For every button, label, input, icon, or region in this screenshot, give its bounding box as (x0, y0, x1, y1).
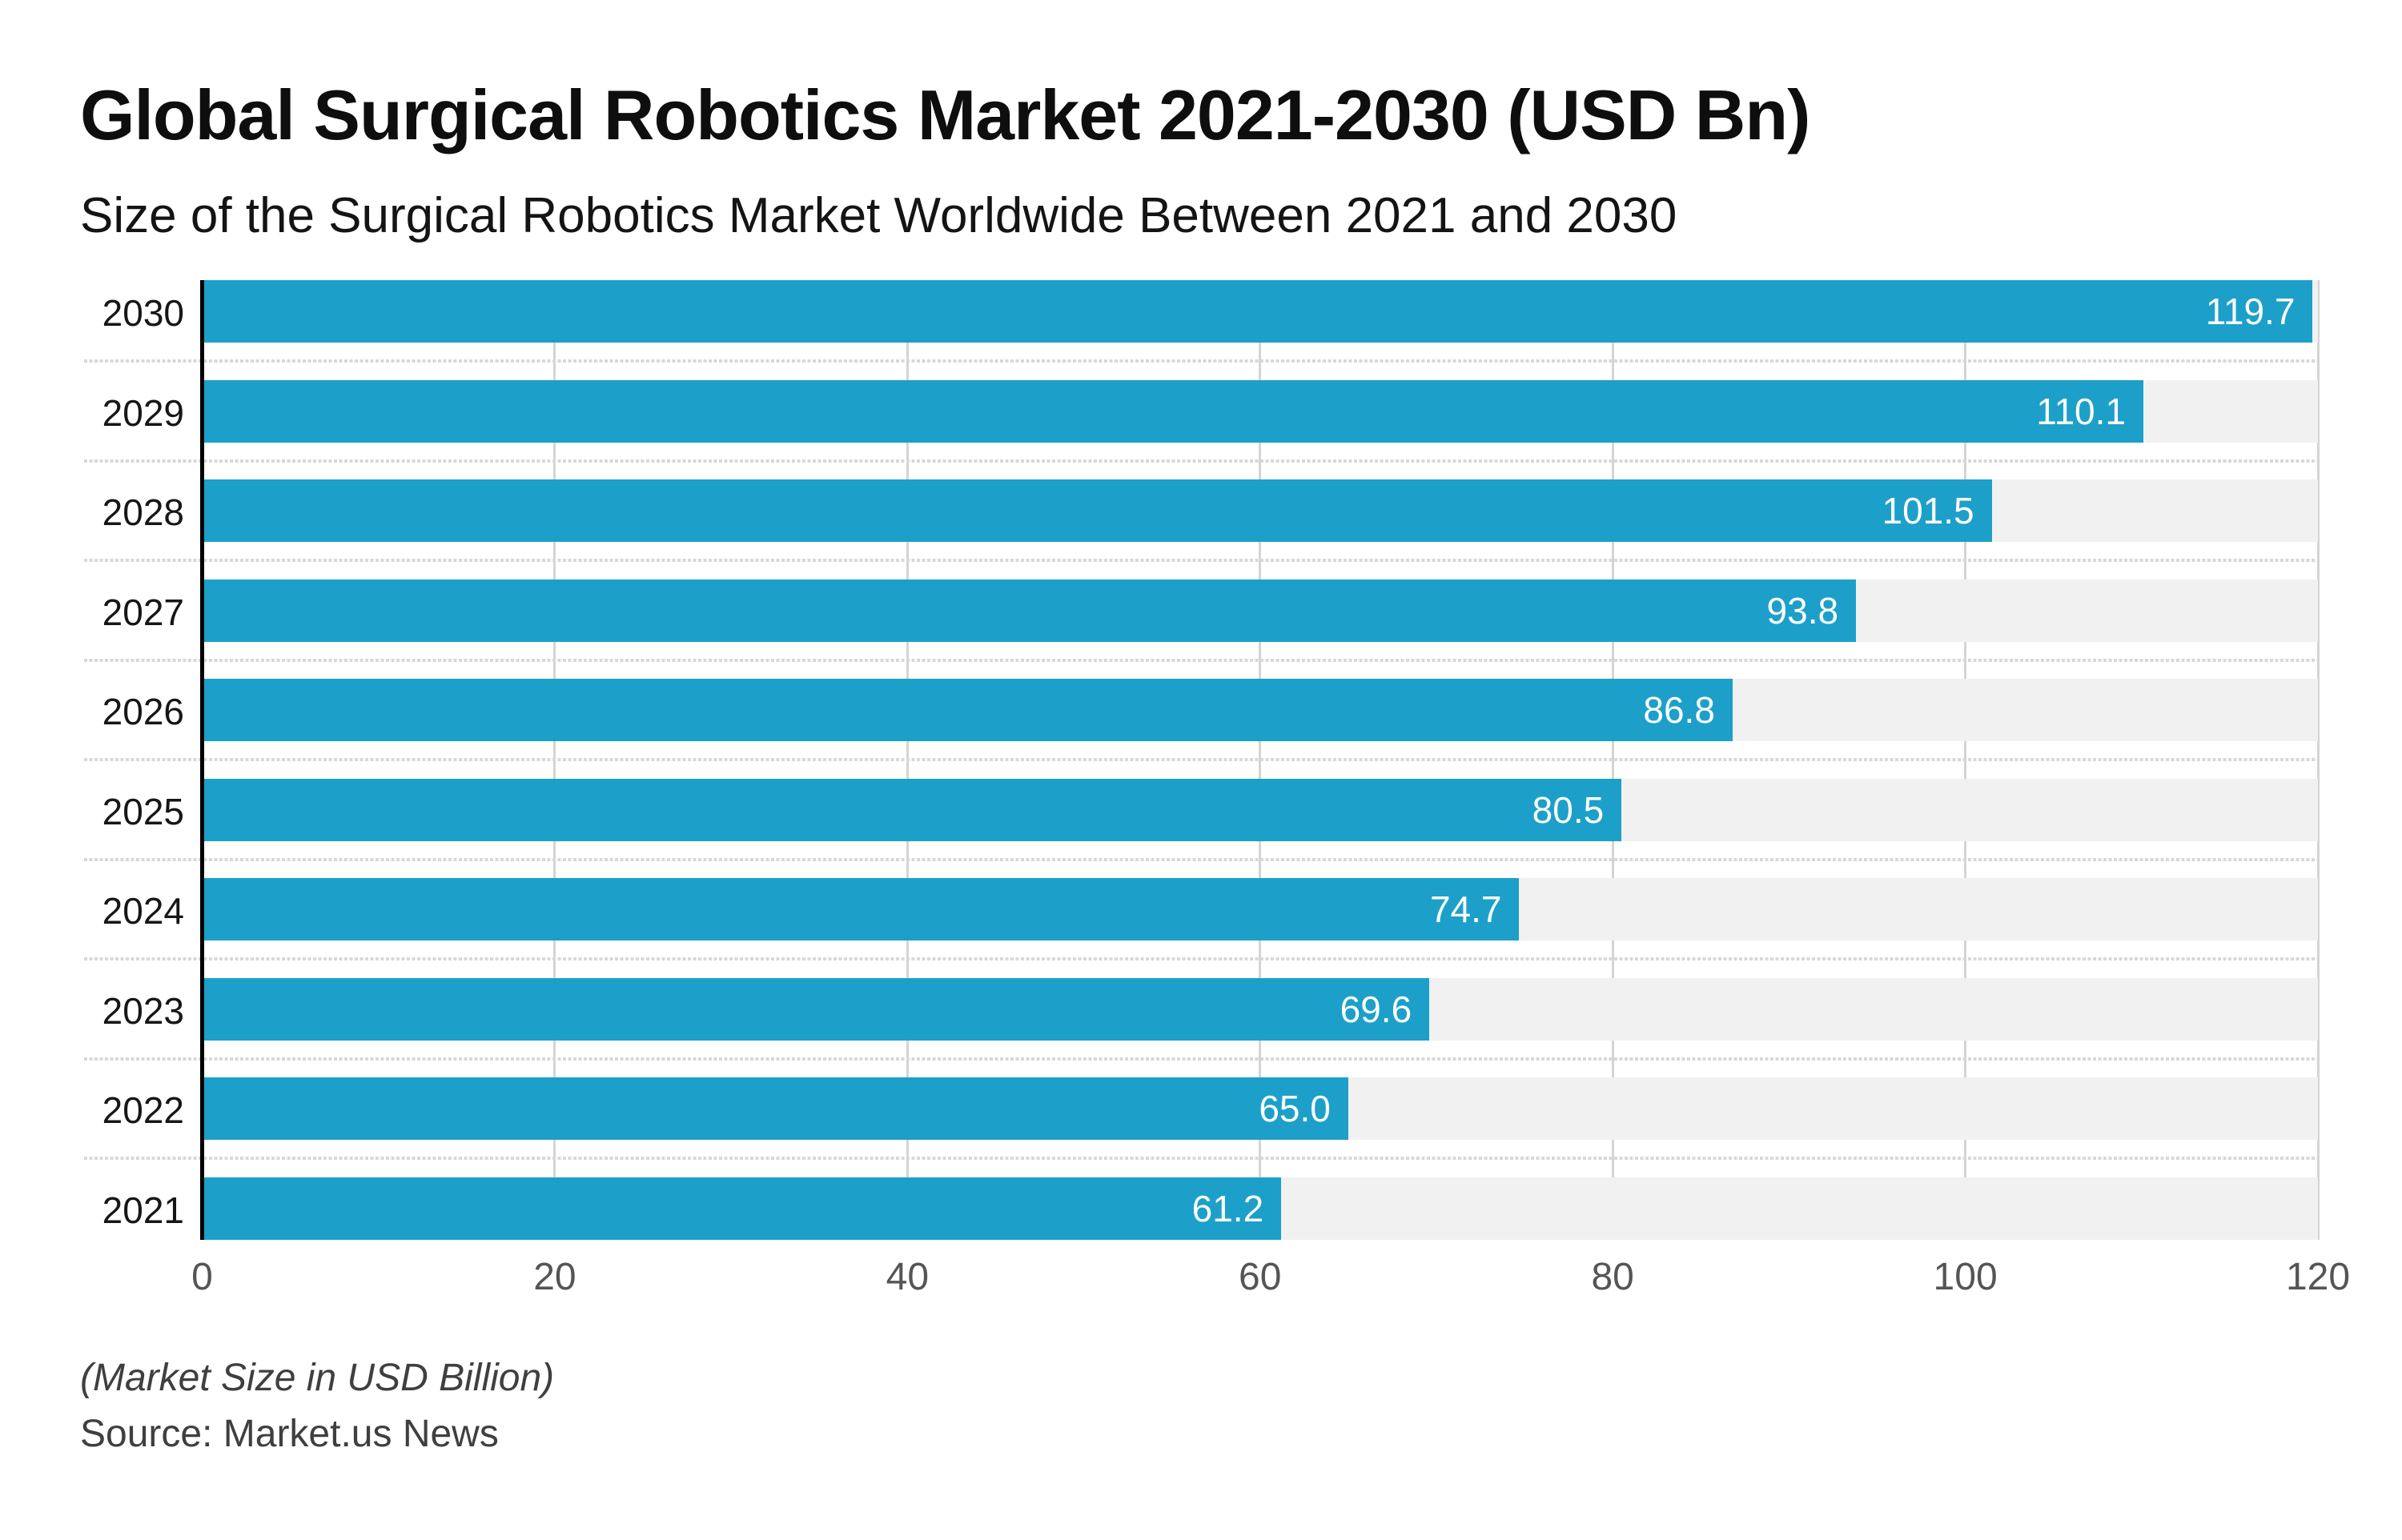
bar-value-label: 74.7 (1429, 888, 1502, 930)
row-separator (84, 758, 2319, 762)
x-tick-label-0: 0 (191, 1256, 213, 1298)
row-separator (84, 957, 2319, 961)
row-separator (84, 559, 2319, 563)
bar-value-label: 86.8 (1643, 689, 1715, 731)
bar-2022: 65.0 (202, 1077, 1348, 1140)
source-credit: Source: Market.us News (80, 1413, 499, 1455)
bar-2026: 86.8 (202, 679, 1733, 741)
x-tick-label-120: 120 (2285, 1256, 2351, 1298)
row-separator (84, 658, 2319, 662)
bar-value-label: 61.2 (1191, 1187, 1264, 1229)
category-label-2022: 2022 (102, 1089, 184, 1131)
x-tick-label-20: 20 (533, 1256, 576, 1298)
bar-value-label: 101.5 (1882, 490, 1974, 531)
bar-2030: 119.7 (202, 280, 2313, 343)
category-label-2024: 2024 (102, 890, 184, 932)
row-separator (84, 359, 2319, 363)
bar-value-label: 110.1 (2036, 390, 2126, 432)
bar-2029: 110.1 (202, 379, 2143, 443)
bar-2027: 93.8 (202, 579, 1857, 642)
category-label-2025: 2025 (102, 790, 184, 832)
category-label-2027: 2027 (102, 591, 184, 633)
bar-2028: 101.5 (202, 479, 1992, 542)
chart-subtitle: Size of the Surgical Robotics Market Wor… (80, 188, 1677, 243)
row-separator (84, 459, 2319, 463)
row-separator (84, 1057, 2319, 1061)
category-label-2021: 2021 (102, 1189, 184, 1231)
gridline-x-120 (2316, 280, 2320, 1240)
axis-units-note: (Market Size in USD Billion) (80, 1357, 555, 1399)
row-separator (84, 1157, 2319, 1161)
x-tick-label-80: 80 (1591, 1256, 1634, 1298)
x-tick-label-60: 60 (1239, 1256, 1282, 1298)
row-separator (84, 857, 2319, 861)
category-label-2030: 2030 (102, 292, 184, 334)
x-tick-label-100: 100 (1933, 1256, 1998, 1298)
bar-2021: 61.2 (202, 1177, 1282, 1240)
bar-value-label: 65.0 (1259, 1088, 1331, 1129)
chart-title: Global Surgical Robotics Market 2021-203… (80, 75, 1810, 154)
y-axis-line (200, 280, 204, 1240)
bar-2023: 69.6 (202, 977, 1430, 1041)
bar-value-label: 93.8 (1766, 589, 1839, 632)
category-label-2029: 2029 (102, 391, 184, 434)
bar-value-label: 80.5 (1532, 788, 1605, 831)
category-label-2028: 2028 (102, 491, 184, 533)
category-label-2023: 2023 (102, 989, 184, 1032)
category-label-2026: 2026 (102, 691, 184, 732)
bar-2024: 74.7 (202, 878, 1520, 940)
x-tick-label-40: 40 (886, 1256, 930, 1298)
bar-value-label: 119.7 (2205, 291, 2296, 332)
bar-2025: 80.5 (202, 778, 1622, 841)
bar-value-label: 69.6 (1340, 988, 1412, 1030)
